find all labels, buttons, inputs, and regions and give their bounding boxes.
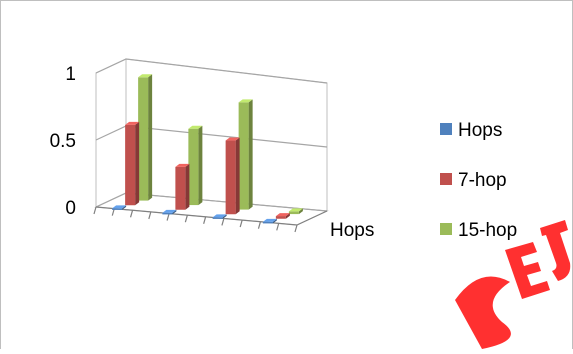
- bar-7-hop: [125, 121, 140, 206]
- y-tick-label: 1: [65, 64, 76, 85]
- bar-top: [125, 121, 140, 125]
- bar-front: [175, 166, 186, 210]
- legend-swatch: [440, 173, 452, 185]
- bar-Hops: [262, 218, 277, 224]
- x-axis-tick: [221, 218, 225, 226]
- legend-label: 7-hop: [458, 170, 507, 191]
- x-axis-tick: [148, 211, 152, 220]
- x-axis-tick: [294, 224, 298, 233]
- watermark: [455, 220, 571, 349]
- bar-7-hop: [175, 163, 190, 210]
- bar-top: [188, 125, 203, 129]
- bar-front: [262, 221, 273, 224]
- x-axis-tick: [276, 223, 280, 231]
- gridline: [95, 58, 328, 84]
- bar-side: [272, 218, 277, 224]
- bar-15-hop: [288, 208, 303, 215]
- bar-side: [185, 163, 190, 210]
- bars: [112, 74, 303, 224]
- bar-top: [162, 209, 177, 213]
- x-axis-label: Hops: [330, 220, 374, 241]
- x-axis-tick: [93, 206, 97, 215]
- bar-top: [212, 214, 227, 218]
- bar-7-hop: [275, 213, 290, 219]
- x-axis-tick: [257, 221, 262, 229]
- bar-side: [298, 208, 303, 215]
- bar-side: [235, 137, 240, 215]
- legend: Hops 7-hop 15-hop: [440, 120, 517, 241]
- x-axis-tick: [129, 210, 134, 218]
- bar-front: [125, 124, 136, 206]
- x-axis-tick: [166, 213, 170, 221]
- bar-side: [172, 209, 177, 215]
- bar-top: [175, 163, 190, 167]
- bar-front: [275, 216, 286, 219]
- y-tick-labels: 00.51: [50, 64, 76, 219]
- x-axis-tick: [203, 216, 207, 224]
- bar-7-hop: [225, 137, 240, 215]
- bar-15-hop: [138, 74, 153, 201]
- bar-front: [112, 208, 123, 210]
- y-tick-label: 0.5: [50, 131, 76, 152]
- bar-Hops: [112, 205, 127, 210]
- bar-side: [248, 99, 253, 210]
- bar-top: [238, 99, 253, 103]
- bar-Hops: [162, 209, 177, 215]
- bar-front: [212, 217, 223, 219]
- bar-15-hop: [238, 99, 253, 210]
- legend-label: Hops: [458, 120, 502, 141]
- bar-top: [288, 208, 303, 212]
- bar-top: [138, 74, 153, 78]
- bar-side: [198, 125, 203, 206]
- x-axis-tick: [184, 215, 188, 223]
- bar-15-hop: [188, 125, 203, 206]
- bar-side: [148, 74, 153, 201]
- bar-side: [122, 205, 127, 210]
- bar-front: [288, 211, 299, 215]
- bar-front: [188, 128, 199, 206]
- x-axis-back-edge: [296, 210, 328, 226]
- bar-side: [222, 214, 227, 219]
- bar-top: [225, 137, 240, 141]
- legend-swatch: [440, 123, 452, 135]
- bar-side: [285, 213, 290, 219]
- bar-Hops: [212, 214, 227, 219]
- bar-front: [238, 102, 249, 210]
- legend-label: 15-hop: [458, 220, 517, 241]
- bar-side: [135, 121, 140, 206]
- legend-swatch: [440, 223, 452, 235]
- x-axis-tick: [239, 219, 243, 228]
- bar-top: [262, 218, 277, 222]
- bar-top: [112, 205, 127, 209]
- bar-top: [275, 213, 290, 217]
- bar-front: [138, 77, 149, 201]
- y-tick-label: 0: [65, 198, 76, 219]
- bar-front: [225, 140, 236, 215]
- bar-front: [162, 212, 173, 215]
